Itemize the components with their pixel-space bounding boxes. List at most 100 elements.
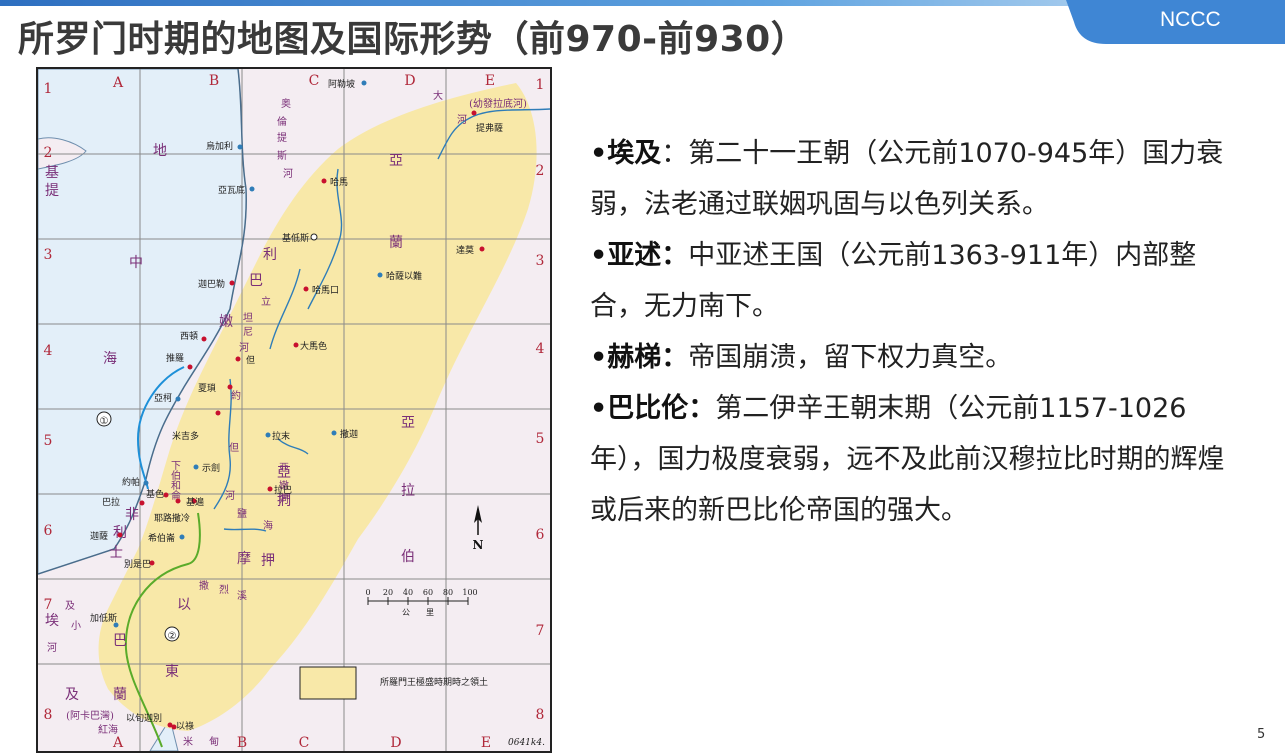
litani-river xyxy=(269,268,301,350)
row-label-7-left: 7 xyxy=(44,597,53,613)
region-moab-2: 押 xyxy=(261,553,275,569)
city-dot xyxy=(113,622,119,628)
orontes-label-2: 倫 xyxy=(277,115,287,128)
city-dot xyxy=(361,80,367,86)
city-dot xyxy=(267,486,273,492)
row-label-5-left: 5 xyxy=(44,433,53,449)
row-label-7-right: 7 xyxy=(536,623,545,639)
top-accent-band xyxy=(0,0,1285,6)
region-lebanon-2: 巴 xyxy=(249,273,263,289)
row-label-4-left: 4 xyxy=(44,343,53,359)
row-label-6-left: 6 xyxy=(44,523,53,539)
euphrates-label-3: (幼發拉底河) xyxy=(469,97,527,110)
city-label: 拉末 xyxy=(272,430,290,442)
route-1-line xyxy=(136,366,185,490)
city-label: 推羅 xyxy=(166,352,184,364)
nccc-badge xyxy=(1066,0,1285,44)
region-lebanon-3: 嫩 xyxy=(219,314,233,330)
city-label: 哈馬口 xyxy=(312,284,339,296)
col-label-b-bottom: B xyxy=(237,735,247,751)
arnon-river xyxy=(223,528,267,532)
kingdom-extent xyxy=(98,83,537,731)
region-edom-2: 東 xyxy=(165,664,179,680)
city-dot xyxy=(265,432,271,438)
region-philistia-1: 非 xyxy=(125,507,139,523)
region-aram-2: 蘭 xyxy=(389,235,403,251)
bullet-babylon-text: 第二伊辛王朝末期（公元前1157-1026年），国力极度衰弱，远不及此前汉穆拉比… xyxy=(590,393,1225,526)
row-label-1-right: 1 xyxy=(536,77,545,93)
city-dot xyxy=(471,110,477,116)
region-negeb-2: 蘭 xyxy=(113,687,127,703)
region-mediterranean-2: 中 xyxy=(129,255,143,271)
city-label: 基遍 xyxy=(186,496,204,508)
legend-label: 所羅門王極盛時期時之領土 xyxy=(380,676,488,688)
city-label: 拉巴 xyxy=(274,484,292,496)
coastline xyxy=(38,69,247,575)
col-label-b-top: B xyxy=(209,73,219,89)
region-ammon-2: 捫 xyxy=(277,493,291,509)
egypt-brook-3: 河 xyxy=(47,642,57,654)
city-label: 提弗薩 xyxy=(476,122,503,134)
red-sea-label-2: 紅海 xyxy=(98,723,118,736)
row-label-5-right: 5 xyxy=(536,431,545,447)
region-cyprus-2: 提 xyxy=(45,183,59,199)
region-aram-1: 亞 xyxy=(389,153,403,169)
scale-tick-60: 60 xyxy=(423,588,433,597)
city-dot xyxy=(293,342,299,348)
col-label-d-bottom: D xyxy=(390,735,401,751)
city-dot xyxy=(303,286,309,292)
city-label: 耶路撒冷 xyxy=(154,512,190,524)
orontes-river xyxy=(307,168,343,310)
region-ammon-1: 亞 xyxy=(277,465,291,481)
row-label-6-right: 6 xyxy=(536,527,545,543)
scale-bar xyxy=(367,597,469,605)
city-dot xyxy=(167,722,173,728)
col-label-c-bottom: C xyxy=(299,735,310,751)
city-dot xyxy=(331,430,337,436)
egypt-brook-1: 及 xyxy=(65,600,75,612)
jordan-label-1: 約 xyxy=(231,389,241,402)
city-dot xyxy=(175,498,181,504)
zered-label-2: 烈 xyxy=(219,584,229,596)
bullet-assyria-lead: •亚述： xyxy=(590,240,689,271)
jordan-label-3: 河 xyxy=(225,490,235,502)
col-label-a-bottom: A xyxy=(112,735,124,751)
city-label: 撒迦 xyxy=(340,428,358,440)
city-label: 亞瓦底 xyxy=(218,184,245,196)
bullet-egypt-lead: •埃及 xyxy=(590,138,662,169)
bullet-assyria-text: 中亚述王国（公元前1363-911年）内部整合，无力南下。 xyxy=(590,240,1197,322)
row-label-2-right: 2 xyxy=(536,163,545,179)
region-philistia-3: 士 xyxy=(109,545,123,561)
scale-unit: 公 里 xyxy=(402,608,434,617)
city-dot xyxy=(227,384,233,390)
col-label-c-top: C xyxy=(309,73,320,89)
dead-sea-label-1: 鹽 xyxy=(237,507,247,520)
egypt-brook-2: 小 xyxy=(71,620,81,632)
city-dot xyxy=(249,186,255,192)
litani-label-1: 立 xyxy=(261,295,271,308)
route-1-marker xyxy=(96,411,112,427)
city-label: 亞柯 xyxy=(154,392,172,404)
city-dot xyxy=(229,280,235,286)
route-2-label: ② xyxy=(168,631,177,642)
city-dot xyxy=(149,560,155,566)
route-1-label: ① xyxy=(100,416,109,427)
city-label: 迦薩 xyxy=(90,530,108,542)
city-label: 烏加利 xyxy=(206,140,233,152)
hebron-label-2: 伯 xyxy=(171,469,181,482)
solomon-kingdom-map: ① ② A B C D E A B C D E 1 2 3 4 5 6 7 8 … xyxy=(36,67,552,753)
city-dot xyxy=(479,246,485,252)
city-dot xyxy=(310,233,318,241)
orontes-label-3: 提 xyxy=(277,132,287,144)
red-sea-label-1: (阿卡巴灣) xyxy=(66,709,114,722)
route-2-line xyxy=(124,512,201,748)
city-label: 基色 xyxy=(146,488,164,500)
city-label: 以祿 xyxy=(176,720,194,732)
bullet-list: •埃及：第二十一王朝（公元前1070-945年）国力衰弱，法老通过联姻巩固与以色… xyxy=(590,128,1250,536)
city-dot xyxy=(193,464,199,470)
col-label-d-top: D xyxy=(404,73,415,89)
euphrates-river xyxy=(437,108,550,160)
city-dot xyxy=(215,410,221,416)
col-label-e-top: E xyxy=(485,73,495,89)
region-cyprus-1: 基 xyxy=(45,164,59,181)
